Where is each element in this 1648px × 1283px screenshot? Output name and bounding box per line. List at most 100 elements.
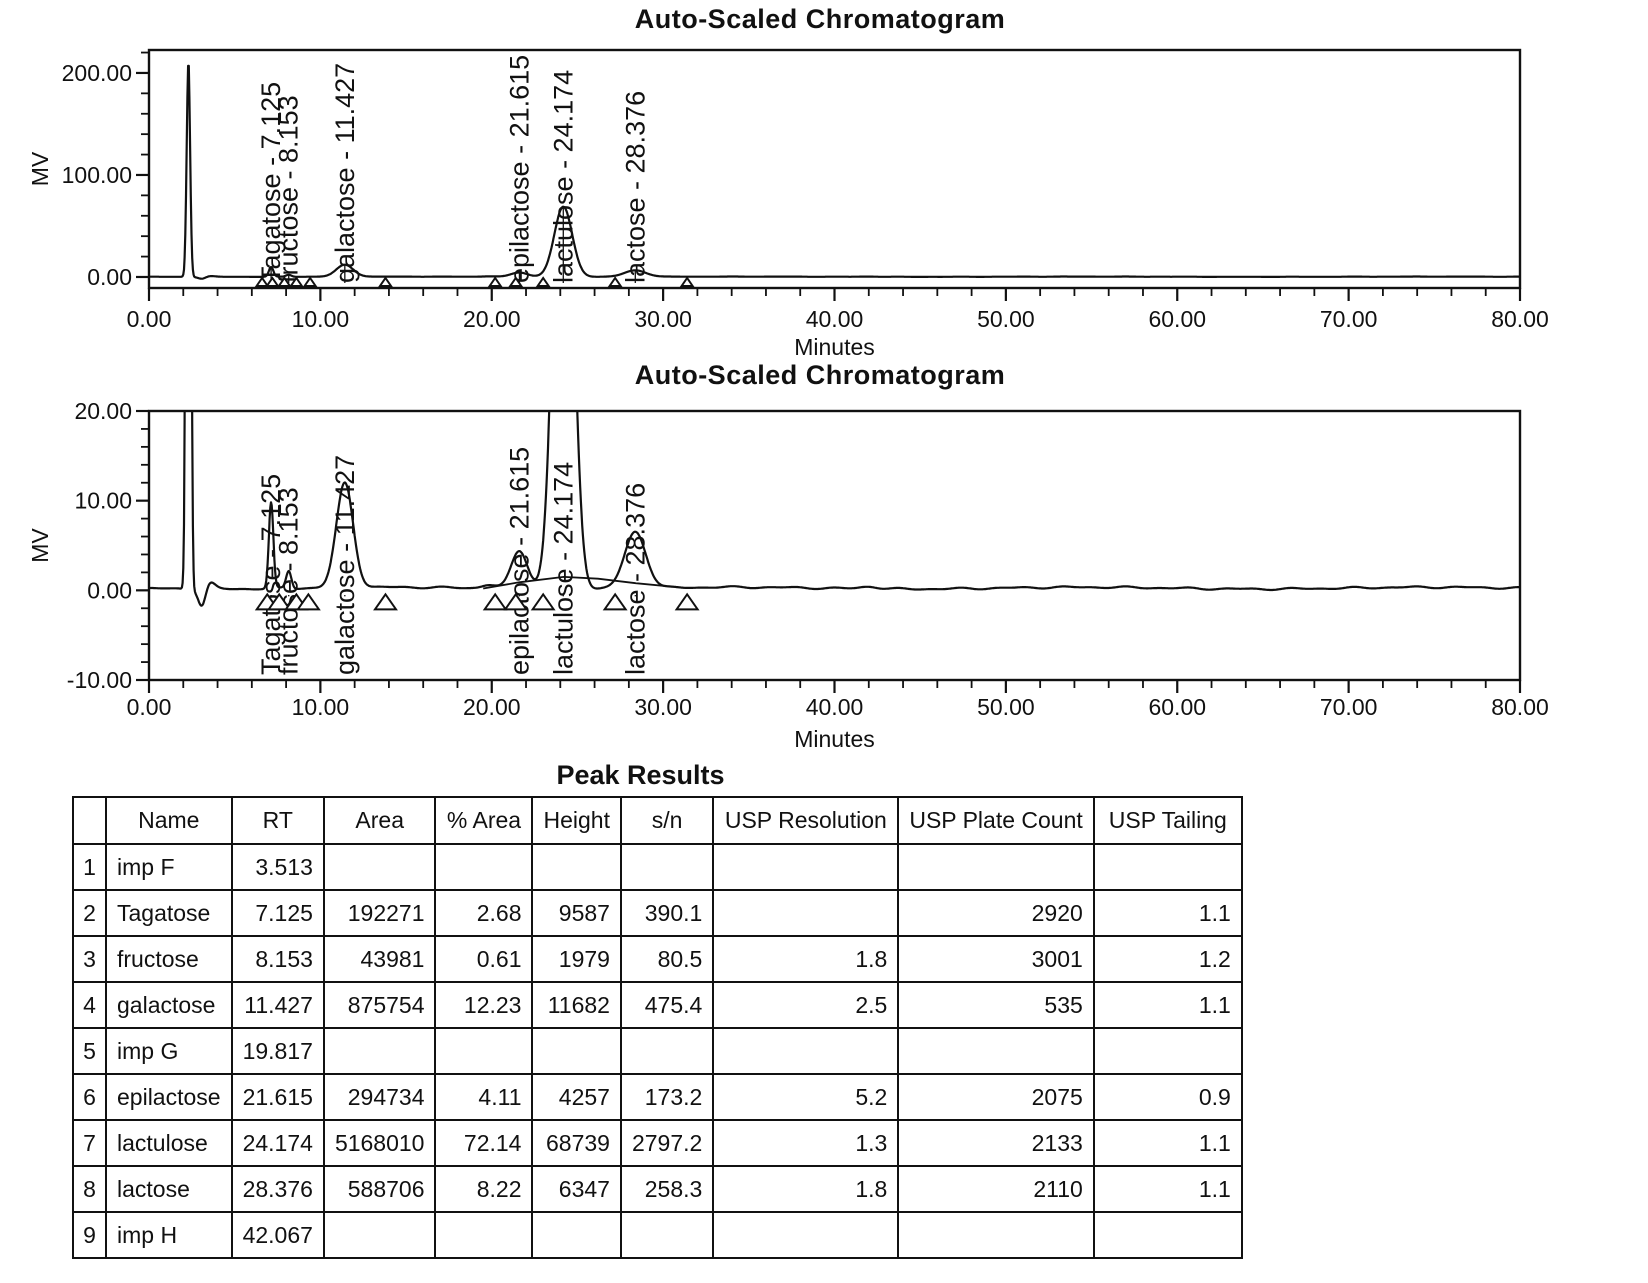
integration-marker-icon [276,276,292,287]
integration-marker-icon [254,276,270,287]
table-cell [712,843,900,891]
y-tick-label: 0.00 [87,264,132,290]
integration-marker-icon [508,276,524,287]
table-row: 2 Tagatose 7.125 192271 2.68 9587 390.1 2920 1.1 [72,889,1243,937]
table-cell: 43981 [322,935,437,983]
table-cell: 1.1 [1092,981,1243,1029]
table-row: 7 lactulose 24.174 5168010 72.14 68739 2797.2 1… [72,1119,1243,1167]
table-cell: 68739 [531,1119,622,1167]
table-row: 4 galactose 11.427 875754 12.23 11682 475.4 2.5… [72,981,1243,1029]
table-cell: 0.9 [1092,1073,1243,1121]
table-cell: 2 [72,889,107,937]
x-axis: 0.00 10.00 20.00 30.00 40.00 50.00 60.00 70.00 8… [127,288,1549,332]
table-cell: 2110 [897,1165,1095,1213]
integration-marker-icon [378,276,393,287]
table-cell: 24.174 [230,1119,325,1167]
table-cell: 588706 [322,1165,437,1213]
table-cell [1092,1027,1243,1075]
x-tick-label: 40.00 [806,694,864,720]
y-axis: -10.00 0.00 10.00 20.00 [67,398,149,693]
integration-marker-icon [679,276,695,287]
table-cell: 7.125 [230,889,325,937]
peak-label: lactose - 28.376 [620,483,650,675]
peak-label: galactose - 11.427 [330,63,360,283]
table-cell: 8.22 [434,1165,534,1213]
table-cell [712,889,900,937]
integration-marker-icon [288,276,304,287]
table-cell: Tagatose [105,889,233,937]
x-tick-label: 0.00 [127,306,172,332]
table-cell: 1.1 [1092,889,1243,937]
x-tick-label: 60.00 [1148,306,1206,332]
column-header: Name [105,796,233,845]
x-tick-label: 40.00 [806,306,864,332]
peak-label: galactose - 11.427 [330,455,360,675]
peak-label: lactose - 28.376 [620,91,650,283]
table-row: 6 epilactose 21.615 294734 4.11 4257 173.2 5.2 2… [72,1073,1243,1121]
integration-marker-icon [295,592,321,611]
integration-baseline [483,575,688,590]
table-cell: lactose [105,1165,233,1213]
table-cell [897,843,1095,891]
table-cell: 294734 [322,1073,437,1121]
integration-marker-icon [487,276,503,287]
table-cell [434,1211,534,1259]
table-cell [897,1027,1095,1075]
column-header [72,796,107,845]
integration-markers [254,592,700,611]
table-cell: 875754 [322,981,437,1029]
table-row: 1 imp F 3.513 [72,843,1243,891]
table-cell: 12.23 [434,981,534,1029]
peak-label: epilactose - 21.615 [504,447,534,675]
table-cell: 258.3 [619,1165,715,1213]
peak-label: lactulose - 24.174 [548,462,578,675]
x-tick-label: 10.00 [292,306,350,332]
table-cell: galactose [105,981,233,1029]
table-row: 5 imp G 19.817 [72,1027,1243,1075]
table-cell: 192271 [322,889,437,937]
table-cell [1092,843,1243,891]
table-cell: 42.067 [230,1211,325,1259]
table-cell [322,1211,437,1259]
table-cell: 1 [72,843,107,891]
x-tick-label: 50.00 [977,694,1035,720]
y-axis-title: MV [27,528,53,563]
table-cell: 2133 [897,1119,1095,1167]
chromatogram-trace [149,64,1520,280]
table-cell: 6347 [531,1165,622,1213]
table-cell: 21.615 [230,1073,325,1121]
table-cell: 1.2 [1092,935,1243,983]
x-tick-label: 20.00 [463,694,521,720]
integration-marker-icon [482,592,508,611]
table-cell [897,1211,1095,1259]
x-tick-label: 30.00 [634,694,692,720]
table-cell: 5.2 [712,1073,900,1121]
column-header: % Area [434,796,534,845]
integration-marker-icon [674,592,700,611]
table-cell: 2.68 [434,889,534,937]
table-cell: 19.817 [230,1027,325,1075]
table-cell: 1.3 [712,1119,900,1167]
x-tick-label: 70.00 [1320,694,1378,720]
header-row: Name RT Area% Area Height s/n USP Resolution U… [72,796,1243,845]
x-tick-label: 0.00 [127,694,172,720]
table-cell: 1.8 [712,1165,900,1213]
integration-marker-icon [264,276,280,287]
x-tick-label: 60.00 [1148,694,1206,720]
table-cell: 173.2 [619,1073,715,1121]
x-tick-label: 70.00 [1320,306,1378,332]
table-cell: epilactose [105,1073,233,1121]
table-cell: 4.11 [434,1073,534,1121]
table-row: 3 fructose 8.153 43981 0.61 1979 80.5 1.8 3001 1.… [72,935,1243,983]
table-cell: 4 [72,981,107,1029]
table-cell: fructose [105,935,233,983]
table-cell: 2920 [897,889,1095,937]
table-cell: 80.5 [619,935,715,983]
table-cell: 535 [897,981,1095,1029]
integration-marker-icon [503,592,529,611]
table-cell: 5168010 [322,1119,437,1167]
